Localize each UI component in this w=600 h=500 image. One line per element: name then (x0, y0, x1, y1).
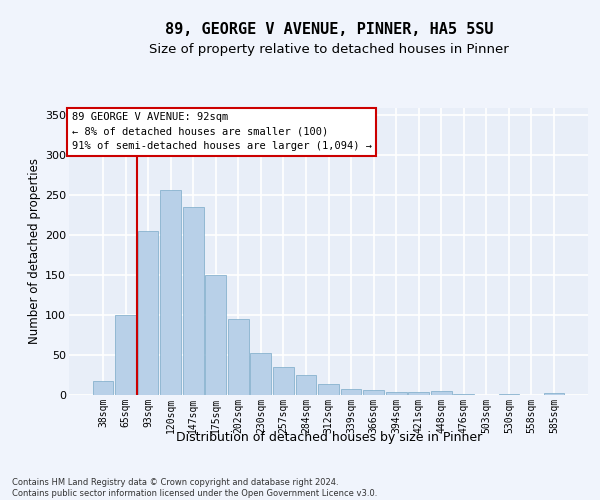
Bar (386, 392, 407, 395)
Bar (273, 367, 294, 395)
Bar (250, 354, 271, 395)
Bar (137, 232, 158, 395)
Bar (363, 390, 384, 395)
Bar (228, 319, 248, 395)
Bar (318, 384, 339, 395)
Y-axis label: Number of detached properties: Number of detached properties (28, 158, 41, 344)
Text: Distribution of detached houses by size in Pinner: Distribution of detached houses by size … (176, 431, 482, 444)
Bar (431, 391, 452, 395)
Text: Contains HM Land Registry data © Crown copyright and database right 2024.
Contai: Contains HM Land Registry data © Crown c… (12, 478, 377, 498)
Bar (92, 380, 113, 395)
Bar (409, 392, 429, 395)
Bar (544, 392, 565, 395)
Bar (499, 394, 520, 395)
Bar (115, 315, 136, 395)
Bar (183, 208, 203, 395)
Bar (296, 375, 316, 395)
Text: 89 GEORGE V AVENUE: 92sqm
← 8% of detached houses are smaller (100)
91% of semi-: 89 GEORGE V AVENUE: 92sqm ← 8% of detach… (71, 112, 371, 152)
Text: Size of property relative to detached houses in Pinner: Size of property relative to detached ho… (149, 42, 509, 56)
Bar (454, 394, 474, 395)
Text: 89, GEORGE V AVENUE, PINNER, HA5 5SU: 89, GEORGE V AVENUE, PINNER, HA5 5SU (164, 22, 493, 38)
Bar (160, 190, 181, 395)
Bar (341, 388, 361, 395)
Bar (205, 275, 226, 395)
